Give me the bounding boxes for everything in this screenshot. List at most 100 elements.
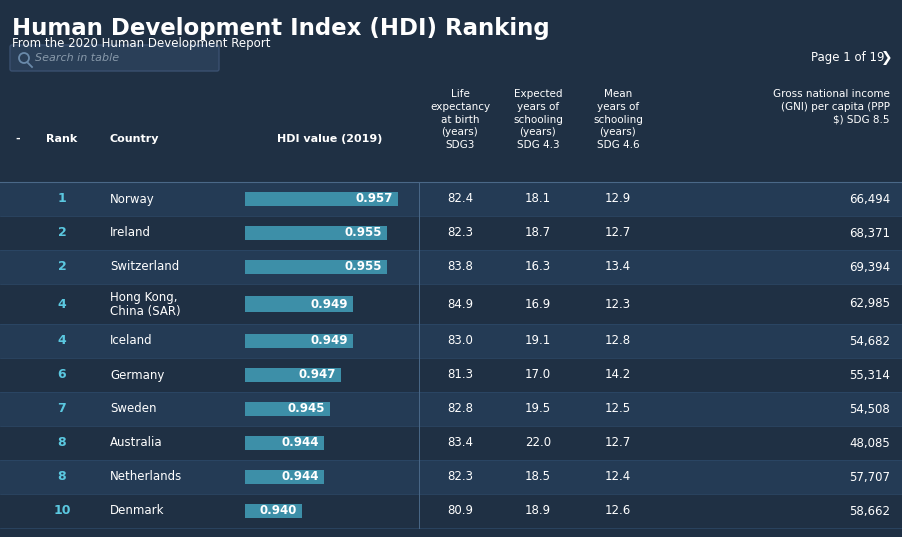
Text: Rank: Rank: [46, 134, 78, 144]
Text: Life
expectancy
at birth
(years)
SDG3: Life expectancy at birth (years) SDG3: [429, 89, 490, 150]
Bar: [0, 250, 902, 284]
Bar: [244, 334, 353, 348]
Text: 12.9: 12.9: [604, 192, 630, 206]
Bar: [0, 216, 902, 250]
Bar: [244, 470, 324, 484]
Bar: [0, 460, 902, 494]
Text: 8: 8: [58, 470, 66, 483]
Text: 18.5: 18.5: [524, 470, 550, 483]
Text: 69,394: 69,394: [848, 260, 889, 273]
Text: Australia: Australia: [110, 437, 162, 449]
Text: 12.5: 12.5: [604, 403, 630, 416]
Text: 83.8: 83.8: [446, 260, 473, 273]
Text: -: -: [15, 134, 20, 144]
Text: Norway: Norway: [110, 192, 154, 206]
Text: 0.944: 0.944: [281, 437, 319, 449]
Text: 18.1: 18.1: [524, 192, 550, 206]
Text: 54,508: 54,508: [848, 403, 889, 416]
Text: Country: Country: [110, 134, 160, 144]
Text: 0.945: 0.945: [287, 403, 325, 416]
Text: 62,985: 62,985: [848, 297, 889, 310]
Text: 12.4: 12.4: [604, 470, 630, 483]
Text: Expected
years of
schooling
(years)
SDG 4.3: Expected years of schooling (years) SDG …: [512, 89, 562, 150]
Text: 12.3: 12.3: [604, 297, 630, 310]
Text: 48,085: 48,085: [848, 437, 889, 449]
Text: Page 1 of 19: Page 1 of 19: [811, 52, 884, 64]
Text: 0.949: 0.949: [309, 335, 347, 347]
Text: Ireland: Ireland: [110, 227, 151, 240]
Text: 19.1: 19.1: [524, 335, 550, 347]
Bar: [244, 295, 353, 313]
Bar: [244, 226, 386, 240]
Text: Mean
years of
schooling
(years)
SDG 4.6: Mean years of schooling (years) SDG 4.6: [593, 89, 642, 150]
Text: 0.957: 0.957: [355, 192, 392, 206]
Text: Hong Kong,: Hong Kong,: [110, 292, 178, 304]
Text: 0.944: 0.944: [281, 470, 319, 483]
Text: 0.940: 0.940: [259, 504, 297, 518]
Text: Denmark: Denmark: [110, 504, 164, 518]
Text: 8: 8: [58, 437, 66, 449]
Text: 82.3: 82.3: [446, 470, 473, 483]
Text: 0.955: 0.955: [344, 260, 382, 273]
Bar: [0, 182, 902, 216]
Text: Sweden: Sweden: [110, 403, 156, 416]
Text: Germany: Germany: [110, 368, 164, 381]
Text: 6: 6: [58, 368, 66, 381]
Bar: [0, 358, 902, 392]
Text: HDI value (2019): HDI value (2019): [277, 134, 382, 144]
Text: Iceland: Iceland: [110, 335, 152, 347]
Text: ❯: ❯: [880, 51, 892, 65]
Text: 82.3: 82.3: [446, 227, 473, 240]
Text: 0.947: 0.947: [299, 368, 336, 381]
Bar: [244, 368, 341, 382]
Text: 83.4: 83.4: [446, 437, 473, 449]
Bar: [244, 192, 398, 206]
Text: Human Development Index (HDI) Ranking: Human Development Index (HDI) Ranking: [12, 17, 549, 40]
Text: 17.0: 17.0: [524, 368, 550, 381]
Text: 55,314: 55,314: [848, 368, 889, 381]
Text: 68,371: 68,371: [848, 227, 889, 240]
Text: 12.8: 12.8: [604, 335, 630, 347]
Text: 80.9: 80.9: [446, 504, 473, 518]
Text: 7: 7: [58, 403, 67, 416]
Text: 58,662: 58,662: [848, 504, 889, 518]
Text: Gross national income
(GNI) per capita (PPP
$) SDG 8.5: Gross national income (GNI) per capita (…: [772, 89, 889, 125]
Text: 10: 10: [53, 504, 70, 518]
Text: 12.7: 12.7: [604, 227, 630, 240]
Bar: [0, 324, 902, 358]
Text: 12.6: 12.6: [604, 504, 630, 518]
Text: 1: 1: [58, 192, 67, 206]
Text: 82.8: 82.8: [446, 403, 473, 416]
Text: 83.0: 83.0: [446, 335, 473, 347]
Text: 18.9: 18.9: [524, 504, 550, 518]
Bar: [244, 260, 386, 274]
Bar: [0, 392, 902, 426]
Text: Netherlands: Netherlands: [110, 470, 182, 483]
Bar: [244, 436, 324, 450]
Bar: [0, 284, 902, 324]
Text: China (SAR): China (SAR): [110, 306, 180, 318]
Text: 16.3: 16.3: [524, 260, 550, 273]
Text: 82.4: 82.4: [446, 192, 473, 206]
Text: 57,707: 57,707: [848, 470, 889, 483]
Text: 22.0: 22.0: [524, 437, 550, 449]
Text: 84.9: 84.9: [446, 297, 473, 310]
Text: 13.4: 13.4: [604, 260, 630, 273]
Bar: [0, 426, 902, 460]
Text: 16.9: 16.9: [524, 297, 550, 310]
Text: 2: 2: [58, 260, 67, 273]
Text: 0.955: 0.955: [344, 227, 382, 240]
Bar: [244, 504, 301, 518]
Text: Switzerland: Switzerland: [110, 260, 179, 273]
Text: 12.7: 12.7: [604, 437, 630, 449]
Text: 54,682: 54,682: [848, 335, 889, 347]
Text: 18.7: 18.7: [524, 227, 550, 240]
Bar: [244, 402, 329, 416]
Text: From the 2020 Human Development Report: From the 2020 Human Development Report: [12, 37, 271, 50]
Text: 19.5: 19.5: [524, 403, 550, 416]
Text: 4: 4: [58, 297, 67, 310]
Text: 0.949: 0.949: [309, 297, 347, 310]
Text: Search in table: Search in table: [35, 53, 119, 63]
Text: 4: 4: [58, 335, 67, 347]
Bar: [0, 494, 902, 528]
